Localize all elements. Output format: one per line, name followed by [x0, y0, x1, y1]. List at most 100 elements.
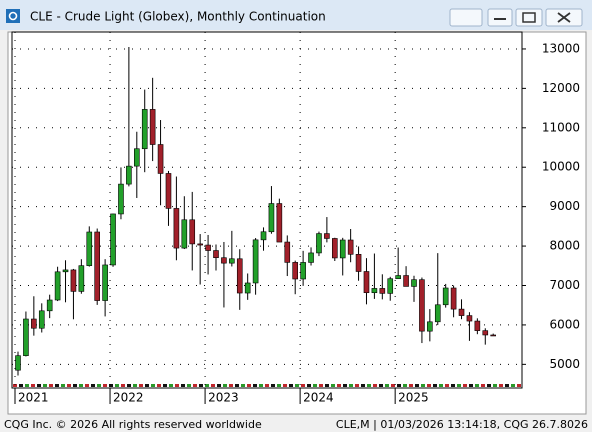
strip-dash	[247, 384, 251, 387]
y-tick-label: 5000	[549, 357, 580, 371]
strip-dash	[67, 384, 71, 387]
strip-dash	[13, 384, 17, 387]
candle-body	[442, 287, 449, 306]
strip-dash	[475, 384, 479, 387]
candle-body	[102, 264, 108, 301]
strip-dash	[253, 384, 257, 387]
strip-dash	[487, 384, 491, 387]
minimize-button[interactable]	[487, 8, 513, 27]
candle-body	[331, 238, 338, 259]
footer-right: CLE,M | 01/03/2026 13:14:18, CQG 26.7.80…	[336, 418, 588, 431]
strip-dash	[181, 384, 185, 387]
maximize-button[interactable]	[515, 8, 543, 27]
maximize-glyph	[522, 12, 536, 23]
strip-dash	[445, 384, 449, 387]
candle-body	[31, 318, 37, 329]
app-icon	[6, 9, 20, 23]
candle-body	[15, 355, 21, 371]
strip-dash	[115, 384, 119, 387]
y-tick-label: 12000	[542, 81, 580, 95]
candle-body	[244, 282, 251, 294]
candle-body	[379, 288, 386, 294]
strip-dash	[421, 384, 425, 387]
strip-dash	[37, 384, 41, 387]
strip-dash	[241, 384, 245, 387]
strip-dash	[79, 384, 83, 387]
strip-dash	[343, 384, 347, 387]
strip-dash	[505, 384, 509, 387]
candle-body	[157, 144, 164, 174]
strip-dash	[301, 384, 305, 387]
strip-dash	[313, 384, 317, 387]
candle-body	[316, 233, 322, 254]
candle-body	[292, 262, 299, 280]
strip-dash	[415, 384, 419, 387]
strip-dash	[163, 384, 167, 387]
x-tick-label: 2023	[208, 391, 239, 405]
candle-body	[46, 299, 53, 312]
strip-dash	[97, 384, 101, 387]
candle-body	[252, 239, 259, 284]
strip-dash	[439, 384, 443, 387]
strip-dash	[133, 384, 137, 387]
strip-dash	[517, 384, 521, 387]
candle-body	[395, 275, 401, 280]
strip-dash	[379, 384, 383, 387]
candle-body	[189, 219, 196, 245]
strip-dash	[433, 384, 437, 387]
strip-dash	[403, 384, 407, 387]
candle-body	[94, 231, 100, 301]
strip-dash	[259, 384, 263, 387]
strip-dash	[109, 384, 113, 387]
strip-dash	[511, 384, 515, 387]
strip-dash	[355, 384, 359, 387]
strip-dash	[361, 384, 365, 387]
candle-body	[419, 279, 425, 332]
candle-body	[371, 288, 378, 294]
candle-body	[78, 265, 85, 292]
strip-dash	[337, 384, 341, 387]
strip-dash	[493, 384, 497, 387]
strip-dash	[385, 384, 389, 387]
candle-body	[134, 148, 140, 167]
candle-body	[260, 231, 267, 241]
window-title: CLE - Crude Light (Globex), Monthly Cont…	[30, 10, 326, 24]
strip-dash	[127, 384, 131, 387]
strip-dash	[19, 384, 23, 387]
strip-dash	[31, 384, 35, 387]
strip-dash	[199, 384, 203, 387]
y-tick-label: 6000	[549, 317, 580, 331]
y-tick-label: 13000	[542, 41, 580, 55]
candle-body	[363, 271, 370, 294]
candle-body	[229, 258, 235, 264]
candle-body	[213, 250, 219, 259]
strip-dash	[169, 384, 173, 387]
candle-body	[427, 321, 433, 332]
candle-body	[126, 165, 132, 185]
strip-dash	[25, 384, 29, 387]
strip-dash	[85, 384, 89, 387]
strip-dash	[145, 384, 149, 387]
candle-body	[221, 257, 227, 264]
candle-body	[403, 275, 409, 287]
strip-dash	[331, 384, 335, 387]
strip-dash	[283, 384, 287, 387]
candle-body	[466, 315, 473, 322]
strip-dash	[499, 384, 503, 387]
strip-dash	[271, 384, 275, 387]
link-button[interactable]	[449, 8, 483, 27]
strip-dash	[391, 384, 395, 387]
strip-dash	[409, 384, 413, 387]
candle-body	[276, 203, 283, 243]
x-tick-label: 2022	[113, 391, 144, 405]
strip-dash	[229, 384, 233, 387]
y-tick-label: 10000	[542, 160, 580, 174]
strip-dash	[103, 384, 107, 387]
strip-dash	[235, 384, 239, 387]
strip-dash	[349, 384, 353, 387]
strip-dash	[295, 384, 299, 387]
candle-body	[197, 243, 203, 246]
app-icon-glyph	[8, 11, 18, 21]
candle-body	[38, 310, 45, 329]
